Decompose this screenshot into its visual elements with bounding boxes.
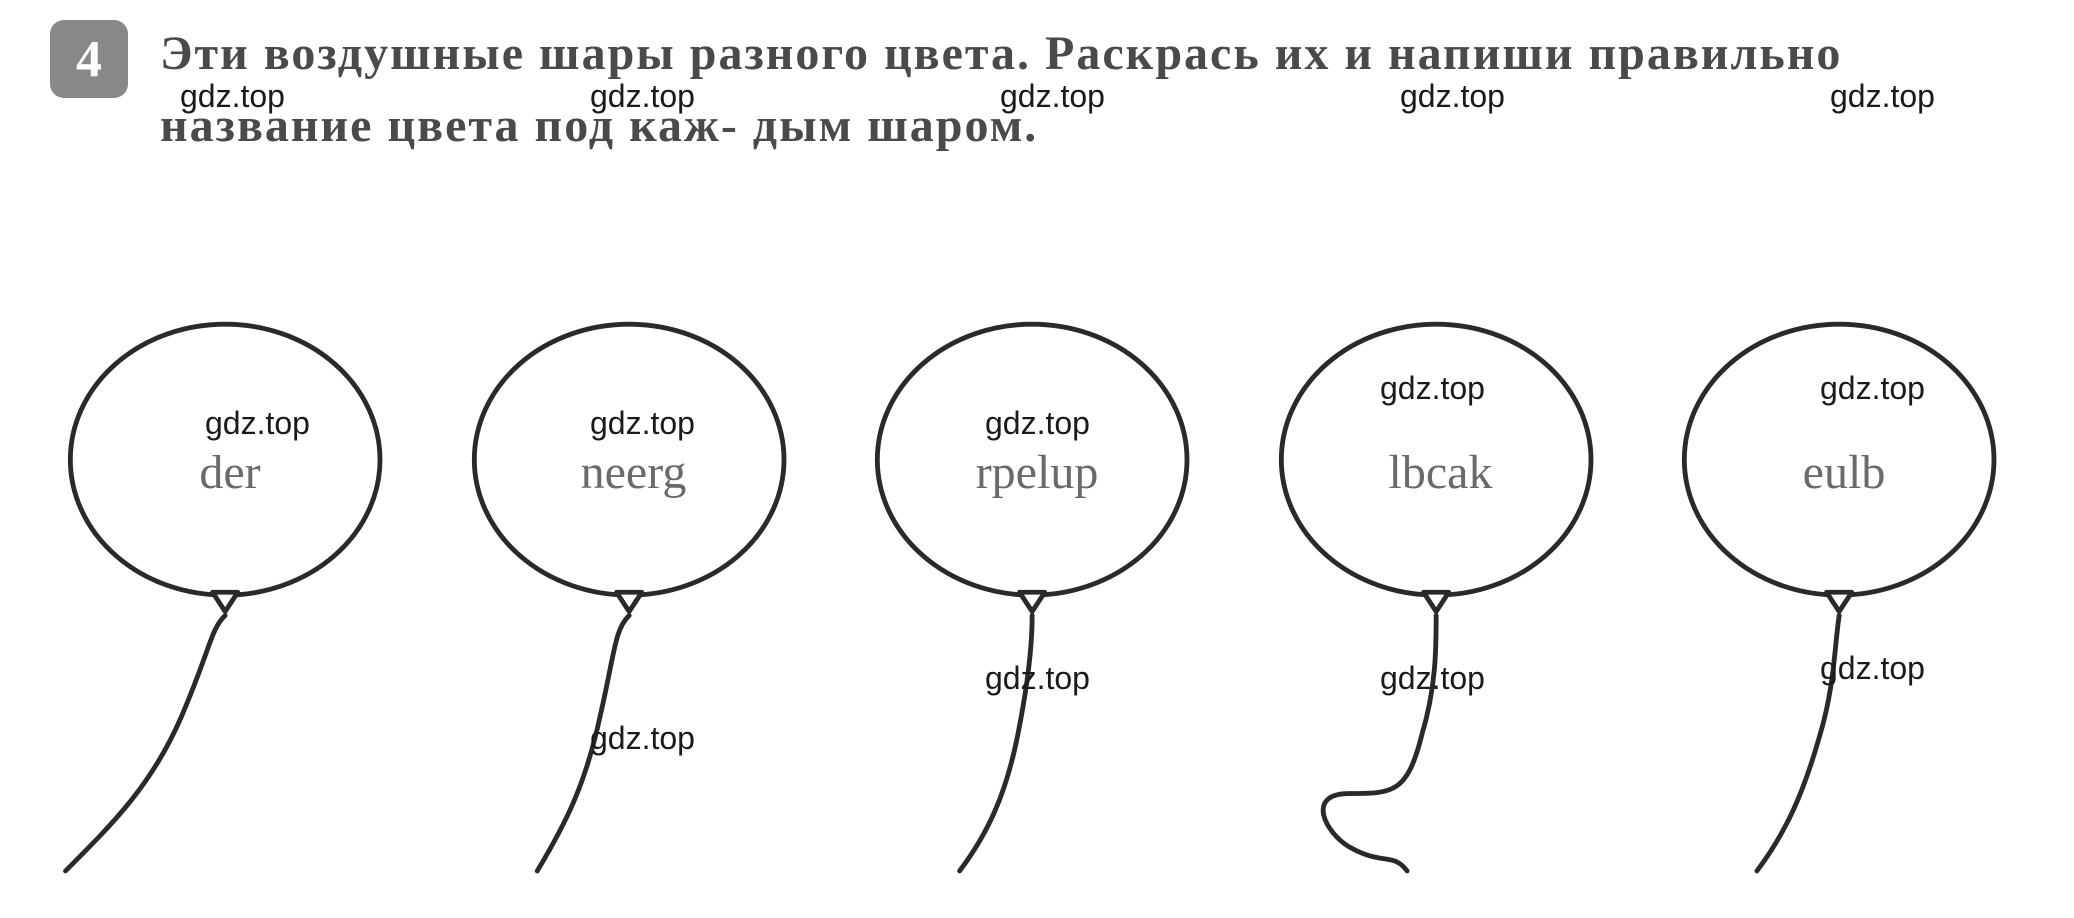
balloon-knot	[1827, 592, 1852, 611]
watermark-text: gdz.top	[590, 78, 695, 115]
balloon-knot	[213, 592, 238, 611]
balloon-scrambled-text: rpelup	[857, 445, 1217, 500]
watermark-text: gdz.top	[1380, 660, 1485, 697]
watermark-text: gdz.top	[1400, 78, 1505, 115]
watermark-text: gdz.top	[590, 720, 695, 757]
balloon-svg	[50, 300, 410, 900]
balloon-string	[65, 615, 225, 870]
watermark-text: gdz.top	[1820, 650, 1925, 687]
balloon-string	[960, 615, 1033, 870]
watermark-text: gdz.top	[180, 78, 285, 115]
balloon-scrambled-text: eulb	[1664, 445, 2024, 500]
balloon-scrambled-text: der	[50, 445, 410, 500]
balloon: neerg	[454, 300, 814, 900]
exercise-number-badge: 4	[50, 20, 128, 98]
watermark-text: gdz.top	[1830, 78, 1935, 115]
balloon: der	[50, 300, 410, 900]
watermark-text: gdz.top	[985, 660, 1090, 697]
watermark-text: gdz.top	[1000, 78, 1105, 115]
balloons-container: der neerg rpelup lbcak	[50, 300, 2024, 900]
watermark-text: gdz.top	[985, 405, 1090, 442]
balloon-knot	[1020, 592, 1045, 611]
watermark-text: gdz.top	[1380, 370, 1485, 407]
balloon-svg	[857, 300, 1217, 900]
balloon-knot	[1423, 592, 1448, 611]
balloon-knot	[616, 592, 641, 611]
balloon-scrambled-text: lbcak	[1261, 445, 1621, 500]
exercise-number-text: 4	[76, 30, 102, 89]
balloon-svg	[454, 300, 814, 900]
watermark-text: gdz.top	[205, 405, 310, 442]
balloon: rpelup	[857, 300, 1217, 900]
watermark-text: gdz.top	[590, 405, 695, 442]
balloon-scrambled-text: neerg	[454, 445, 814, 500]
watermark-text: gdz.top	[1820, 370, 1925, 407]
balloon-string	[1323, 615, 1436, 870]
